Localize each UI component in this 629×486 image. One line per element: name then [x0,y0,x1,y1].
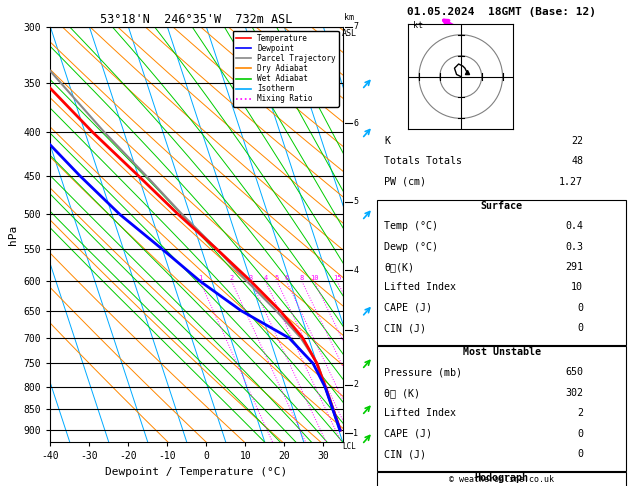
Title: 53°18'N  246°35'W  732m ASL: 53°18'N 246°35'W 732m ASL [101,13,292,26]
Text: © weatheronline.co.uk: © weatheronline.co.uk [449,474,554,484]
Text: Pressure (mb): Pressure (mb) [384,367,462,378]
Text: 0.4: 0.4 [565,221,583,231]
Text: θᴇ (K): θᴇ (K) [384,388,420,398]
Text: 10: 10 [571,282,583,293]
Bar [377,346,626,471]
Text: 01.05.2024  18GMT (Base: 12): 01.05.2024 18GMT (Base: 12) [407,7,596,17]
Text: CIN (J): CIN (J) [384,323,426,333]
Text: 0.3: 0.3 [565,242,583,252]
Text: 650: 650 [565,367,583,378]
Text: 5: 5 [353,197,359,206]
Text: 48: 48 [571,156,583,167]
Text: CIN (J): CIN (J) [384,449,426,459]
Text: 7: 7 [353,22,359,31]
Text: 1: 1 [353,429,359,438]
Bar [377,200,626,345]
Text: CAPE (J): CAPE (J) [384,429,433,439]
Text: 2: 2 [577,408,583,418]
Text: Totals Totals: Totals Totals [384,156,462,167]
Text: 0: 0 [577,449,583,459]
Text: 5: 5 [275,275,279,281]
X-axis label: Dewpoint / Temperature (°C): Dewpoint / Temperature (°C) [106,467,287,477]
Text: PW (cm): PW (cm) [384,177,426,187]
Text: 0: 0 [577,429,583,439]
Text: Lifted Index: Lifted Index [384,408,457,418]
Text: 1.27: 1.27 [559,177,583,187]
Text: 0: 0 [577,323,583,333]
Text: 15: 15 [333,275,342,281]
Text: 8: 8 [300,275,304,281]
Y-axis label: hPa: hPa [8,225,18,244]
Text: Lifted Index: Lifted Index [384,282,457,293]
Text: 6: 6 [284,275,289,281]
Text: km: km [345,13,354,22]
Text: 2: 2 [353,380,359,389]
Text: 22: 22 [571,136,583,146]
Text: 1: 1 [198,275,202,281]
Text: Temp (°C): Temp (°C) [384,221,438,231]
Text: Dewp (°C): Dewp (°C) [384,242,438,252]
Text: 10: 10 [310,275,318,281]
Bar [377,472,626,486]
Legend: Temperature, Dewpoint, Parcel Trajectory, Dry Adiabat, Wet Adiabat, Isotherm, Mi: Temperature, Dewpoint, Parcel Trajectory… [233,31,339,106]
Text: 4: 4 [264,275,267,281]
Text: kt: kt [413,21,423,31]
Text: 3: 3 [353,326,359,334]
Text: θᴇ(K): θᴇ(K) [384,262,415,272]
Text: 0: 0 [577,303,583,313]
Text: 3: 3 [249,275,253,281]
Text: 2: 2 [230,275,234,281]
Text: 4: 4 [353,266,359,275]
Text: Hodograph: Hodograph [475,473,528,483]
Text: K: K [384,136,391,146]
Text: Surface: Surface [481,201,523,211]
Text: Most Unstable: Most Unstable [462,347,541,357]
Text: ASL: ASL [342,29,357,38]
Text: 6: 6 [353,119,359,128]
Text: 302: 302 [565,388,583,398]
Text: 291: 291 [565,262,583,272]
Text: CAPE (J): CAPE (J) [384,303,433,313]
Text: LCL: LCL [342,442,357,451]
